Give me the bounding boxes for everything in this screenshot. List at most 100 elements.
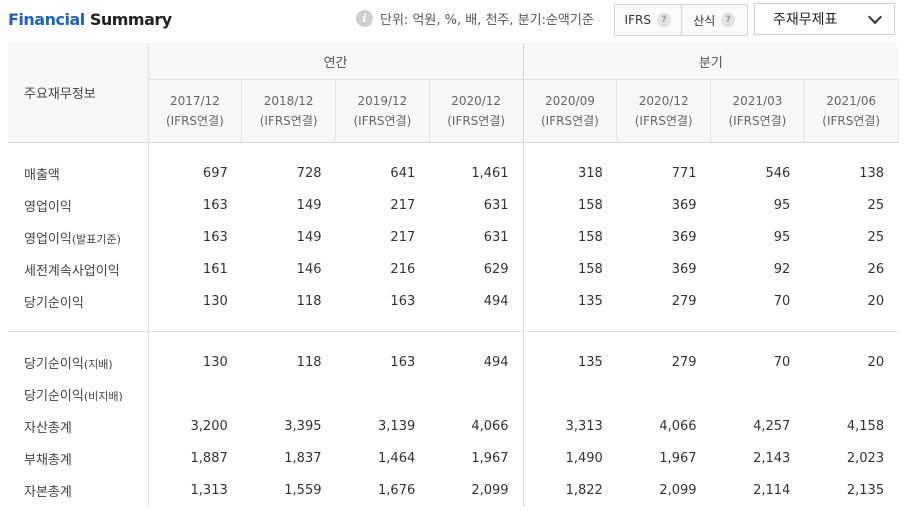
table-row: 당기순이익 130 118 163 494 135 279 70 20 (8, 285, 898, 317)
table-cell: 1,967 (429, 442, 524, 474)
table-cell: 279 (671, 293, 697, 309)
table-cell: 369 (671, 229, 697, 245)
row-label-text: 부채총계 (24, 452, 72, 468)
row-label-text: 당기순이익 (24, 388, 84, 404)
table-cell: 2,099 (429, 474, 524, 506)
table-cell: 163 (390, 293, 416, 309)
table-cell: 4,066 (659, 418, 697, 434)
table-row: 매출액 697 728 641 1,461 318 771 546 138 (8, 157, 898, 189)
period-basis: (IFRS연결) (728, 114, 787, 128)
table-cell: 158 (577, 229, 603, 245)
table-cell: 70 (773, 354, 791, 370)
period-header: 2020/12 (IFRS연결) (616, 79, 712, 143)
row-label: 세전계속사업이익 (8, 253, 149, 285)
info-icon[interactable]: i (356, 10, 373, 27)
period-basis: (IFRS연결) (447, 114, 506, 128)
annual-group-header: 연간 (148, 43, 524, 80)
period-date: 2020/12 (638, 94, 689, 108)
period-basis: (IFRS연결) (353, 114, 412, 128)
ifrs-toggle-button[interactable]: IFRS ? (615, 5, 681, 35)
table-cell: 697 (202, 165, 228, 181)
row-label: 당기순이익(지배) (8, 346, 149, 378)
period-header: 2020/12 (IFRS연결) (429, 79, 524, 143)
table-cell: 2,023 (846, 450, 885, 466)
table-cell: 631 (429, 221, 524, 253)
table-cell (617, 378, 711, 410)
row-label: 매출액 (8, 157, 149, 189)
table-cell: 146 (296, 261, 322, 277)
table-cell: 1,887 (190, 450, 228, 466)
unit-note: i 단위: 억원, %, 배, 천주, 분기:순액기준 (356, 9, 594, 28)
period-header: 2017/12 (IFRS연결) (148, 79, 243, 143)
table-cell: 771 (671, 165, 697, 181)
table-cell: 163 (390, 354, 416, 370)
row-label-text: 자본총계 (24, 484, 72, 500)
table-cell: 494 (429, 346, 524, 378)
row-spacer (8, 142, 898, 157)
period-header-row: 2017/12 (IFRS연결) 2018/12 (IFRS연결) 2019/12 (IF… (8, 79, 899, 143)
row-label: 당기순이익 (8, 285, 149, 317)
table-cell (711, 378, 805, 410)
row-label: 자본총계 (8, 474, 149, 506)
unit-text: 단위: 억원, %, 배, 천주, 분기:순액기준 (380, 13, 594, 28)
table-row: 자산총계 3,200 3,395 3,139 4,066 3,313 4,066 4,257 4… (8, 410, 898, 442)
financial-summary-table: 주요재무정보 연간 분기 2017/12 (IFRS연결) 2018/12 (IFRS… (8, 43, 899, 506)
table-cell: 149 (296, 197, 322, 213)
row-label-text: 매출액 (24, 167, 60, 183)
table-cell: 369 (671, 261, 697, 277)
table-cell: 1,676 (378, 482, 416, 498)
table-cell: 216 (390, 261, 416, 277)
table-cell: 20 (867, 354, 885, 370)
formula-toggle-button[interactable]: 산식 ? (680, 5, 748, 35)
table-cell (523, 378, 617, 410)
table-cell: 135 (577, 293, 603, 309)
table-cell (429, 378, 524, 410)
table-cell: 135 (577, 354, 603, 370)
table-cell: 546 (765, 165, 791, 181)
row-spacer (8, 317, 899, 332)
table-cell: 158 (577, 261, 603, 277)
title-summary: Summary (89, 10, 172, 29)
table-cell: 92 (773, 261, 791, 277)
page-title: Financial Summary (8, 10, 172, 29)
table-cell: 1,559 (284, 482, 322, 498)
view-toggle-group: IFRS ? 산식 ? (614, 4, 748, 36)
period-basis: (IFRS연결) (259, 114, 318, 128)
statement-type-value: 주재무제표 (773, 12, 838, 28)
period-basis: (IFRS연결) (165, 114, 224, 128)
period-header: 2019/12 (IFRS연결) (335, 79, 430, 143)
title-financial: Financial (8, 10, 85, 29)
period-basis: (IFRS연결) (541, 114, 599, 128)
table-cell: 1,464 (378, 450, 416, 466)
table-cell: 494 (429, 285, 524, 317)
table-cell: 161 (202, 261, 228, 277)
table-cell: 369 (671, 197, 697, 213)
row-label-text: 자산총계 (24, 420, 72, 436)
formula-label: 산식 (693, 13, 716, 28)
table-cell (804, 378, 898, 410)
period-date: 2018/12 (263, 94, 314, 108)
table-cell: 629 (429, 253, 524, 285)
row-label: 자산총계 (8, 410, 149, 442)
table-cell: 2,099 (659, 482, 697, 498)
table-cell: 130 (202, 354, 228, 370)
help-icon[interactable]: ? (656, 13, 671, 27)
period-header: 2021/03 (IFRS연결) (710, 79, 805, 143)
table-cell (242, 378, 336, 410)
table-cell: 4,257 (753, 418, 791, 434)
table-row: 당기순이익(지배) 130 118 163 494 135 279 70 20 (8, 346, 898, 378)
row-label: 당기순이익(비지배) (8, 378, 149, 410)
statement-type-select[interactable]: 주재무제표 (754, 3, 895, 35)
table-cell: 26 (867, 261, 885, 277)
period-date: 2021/06 (826, 94, 877, 108)
help-icon[interactable]: ? (721, 13, 736, 27)
table-cell: 3,395 (284, 418, 322, 434)
row-label: 영업이익 (8, 189, 149, 221)
table-cell: 217 (390, 197, 416, 213)
table-cell: 118 (296, 293, 322, 309)
table-cell: 1,313 (190, 482, 228, 498)
table-cell: 2,114 (753, 482, 791, 498)
row-label-text: 당기순이익 (24, 356, 84, 372)
table-row: 영업이익(발표기준) 163 149 217 631 158 369 95 25 (8, 221, 898, 253)
table-cell: 3,139 (378, 418, 416, 434)
